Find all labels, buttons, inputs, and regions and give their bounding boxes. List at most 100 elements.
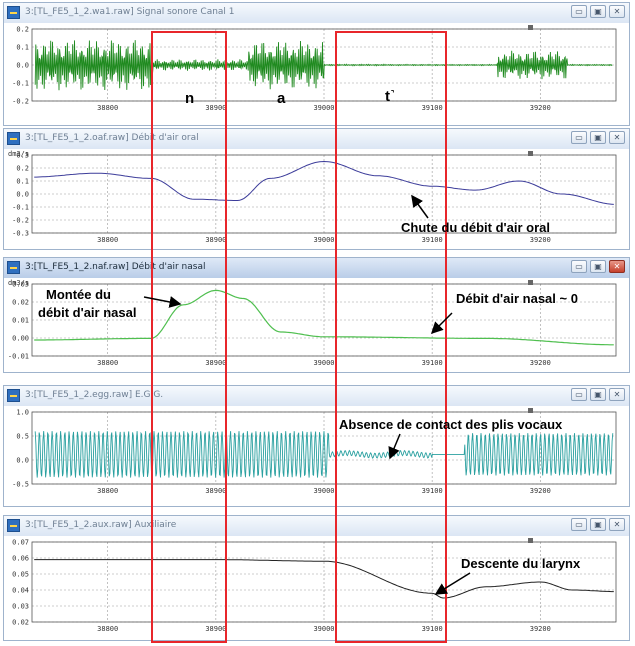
minimize-button[interactable]: ▭ xyxy=(571,5,587,18)
egg-waveform xyxy=(34,431,614,478)
app-icon xyxy=(7,389,20,402)
segment-label-t: t˺ xyxy=(385,88,395,105)
window-title: 3:[TL_FE5_1_2.naf.raw] Débit d'air nasal xyxy=(25,262,206,272)
x-tick-label: 38800 xyxy=(97,625,118,633)
oral-airflow-plot[interactable]: 0.3 0.2 0.1 0.0 -0.1 -0.2 -0.3 38800 38900 39000 3… xyxy=(4,149,629,249)
window-oral-airflow: 3:[TL_FE5_1_2.oaf.raw] Débit d'air oral … xyxy=(3,128,630,250)
plot-frame xyxy=(31,28,617,102)
plot-area[interactable]: 1.0 0.5 0.0 -0.5 38800 38900 39000 39100 39200 xyxy=(4,406,629,506)
y-tick-label: 0.0 xyxy=(16,62,29,70)
minimize-button[interactable]: ▭ xyxy=(571,260,587,273)
window-egg: 3:[TL_FE5_1_2.egg.raw] E.G.G. ▭ ▣ ✕ 1.0 0… xyxy=(3,385,630,507)
plot-area[interactable]: 0.2 0.1 0.0 -0.1 -0.2 38800 38900 39000 39100 392… xyxy=(4,23,629,125)
x-tick-label: 39000 xyxy=(313,359,334,367)
oral-drop-annotation: Chute du débit d'air oral xyxy=(401,220,550,235)
minimize-button[interactable]: ▭ xyxy=(571,131,587,144)
x-tick-label: 38900 xyxy=(205,487,226,495)
y-tick-label: 0.00 xyxy=(12,335,29,343)
x-tick-label: 39000 xyxy=(313,104,334,112)
titlebar[interactable]: 3:[TL_FE5_1_2.naf.raw] Débit d'air nasal… xyxy=(4,258,629,279)
y-tick-label: 0.02 xyxy=(12,619,29,627)
segment-label-a: a xyxy=(277,90,286,107)
plot-frame xyxy=(31,411,617,485)
y-tick-label: -0.01 xyxy=(8,353,29,361)
x-tick-label: 39100 xyxy=(422,625,443,633)
cursor-marker xyxy=(528,25,533,30)
y-tick-label: 0.1 xyxy=(16,178,29,186)
y-tick-label: 0.03 xyxy=(12,603,29,611)
plot-area[interactable]: 0.07 0.06 0.05 0.04 0.03 0.02 38800 38900 39000 3… xyxy=(4,536,629,640)
x-tick-label: 39000 xyxy=(313,625,334,633)
maximize-button[interactable]: ▣ xyxy=(590,518,606,531)
plot-frame xyxy=(31,154,617,234)
plot-area[interactable]: 0.3 0.2 0.1 0.0 -0.1 -0.2 -0.3 38800 38900 39000 3… xyxy=(4,149,629,249)
nasal-rise-annotation-line1: Montée du xyxy=(46,287,111,302)
cursor-marker xyxy=(528,408,533,413)
y-tick-label: -0.2 xyxy=(12,217,29,225)
x-tick-label: 38800 xyxy=(97,236,118,244)
y-tick-label: 0.2 xyxy=(16,26,29,34)
window-title: 3:[TL_FE5_1_2.wa1.raw] Signal sonore Can… xyxy=(25,7,235,17)
x-tick-label: 38900 xyxy=(205,625,226,633)
unit-label: dm3/s xyxy=(8,279,29,287)
auxiliary-line xyxy=(34,559,614,599)
x-tick-label: 39100 xyxy=(422,487,443,495)
y-tick-label: -0.5 xyxy=(12,481,29,489)
y-tick-label: 0.04 xyxy=(12,587,29,595)
maximize-button[interactable]: ▣ xyxy=(590,131,606,144)
x-tick-label: 39000 xyxy=(313,236,334,244)
y-tick-label: 0.05 xyxy=(12,571,29,579)
close-button[interactable]: ✕ xyxy=(609,388,625,401)
x-tick-label: 39200 xyxy=(530,625,551,633)
segment-label-n: n xyxy=(185,90,195,107)
close-button[interactable]: ✕ xyxy=(609,131,625,144)
maximize-button[interactable]: ▣ xyxy=(590,260,606,273)
x-tick-label: 39200 xyxy=(530,487,551,495)
minimize-button[interactable]: ▭ xyxy=(571,388,587,401)
x-tick-label: 39100 xyxy=(422,359,443,367)
cursor-marker xyxy=(528,151,533,156)
y-tick-label: 0.07 xyxy=(12,539,29,547)
y-tick-label: 0.0 xyxy=(16,191,29,199)
y-tick-label: -0.2 xyxy=(12,98,29,106)
waveform-plot[interactable]: 0.2 0.1 0.0 -0.1 -0.2 38800 38900 39000 39100 392… xyxy=(4,23,629,125)
titlebar[interactable]: 3:[TL_FE5_1_2.oaf.raw] Débit d'air oral … xyxy=(4,129,629,150)
cursor-marker xyxy=(528,280,533,285)
app-icon xyxy=(7,261,20,274)
egg-plot[interactable]: 1.0 0.5 0.0 -0.5 38800 38900 39000 39100 39200 xyxy=(4,406,629,506)
window-audio: 3:[TL_FE5_1_2.wa1.raw] Signal sonore Can… xyxy=(3,2,630,126)
close-button[interactable]: ✕ xyxy=(609,518,625,531)
x-tick-label: 39200 xyxy=(530,236,551,244)
plot-area[interactable]: 0.03 0.02 0.01 0.00 -0.01 38800 38900 39000 3910… xyxy=(4,278,629,372)
y-tick-label: 0.1 xyxy=(16,44,29,52)
x-tick-label: 39200 xyxy=(530,104,551,112)
unit-label: dm3/s xyxy=(8,150,29,158)
titlebar[interactable]: 3:[TL_FE5_1_2.wa1.raw] Signal sonore Can… xyxy=(4,3,629,24)
y-tick-label: 0.03 xyxy=(12,281,29,289)
app-icon xyxy=(7,519,20,532)
titlebar[interactable]: 3:[TL_FE5_1_2.aux.raw] Auxiliaire ▭ ▣ ✕ xyxy=(4,516,629,537)
close-button[interactable]: ✕ xyxy=(609,5,625,18)
minimize-button[interactable]: ▭ xyxy=(571,518,587,531)
y-tick-label: 0.02 xyxy=(12,299,29,307)
x-tick-label: 39200 xyxy=(530,359,551,367)
x-tick-label: 39000 xyxy=(313,487,334,495)
y-tick-label: -0.1 xyxy=(12,80,29,88)
maximize-button[interactable]: ▣ xyxy=(590,388,606,401)
y-tick-label: -0.1 xyxy=(12,204,29,212)
x-tick-label: 38900 xyxy=(205,359,226,367)
y-tick-label: 0.0 xyxy=(16,457,29,465)
y-tick-label: 1.0 xyxy=(16,409,29,417)
maximize-button[interactable]: ▣ xyxy=(590,5,606,18)
nasal-airflow-plot[interactable]: 0.03 0.02 0.01 0.00 -0.01 38800 38900 39000 3910… xyxy=(4,278,629,372)
auxiliary-plot[interactable]: 0.07 0.06 0.05 0.04 0.03 0.02 38800 38900 39000 3… xyxy=(4,536,629,640)
titlebar[interactable]: 3:[TL_FE5_1_2.egg.raw] E.G.G. ▭ ▣ ✕ xyxy=(4,386,629,407)
window-title: 3:[TL_FE5_1_2.egg.raw] E.G.G. xyxy=(25,390,164,400)
close-button[interactable]: ✕ xyxy=(609,260,625,273)
plot-frame xyxy=(31,541,617,623)
y-tick-label: 0.01 xyxy=(12,317,29,325)
y-tick-label: 0.5 xyxy=(16,433,29,441)
app-icon xyxy=(7,132,20,145)
y-tick-label: 0.06 xyxy=(12,555,29,563)
larynx-annotation: Descente du larynx xyxy=(461,556,581,571)
